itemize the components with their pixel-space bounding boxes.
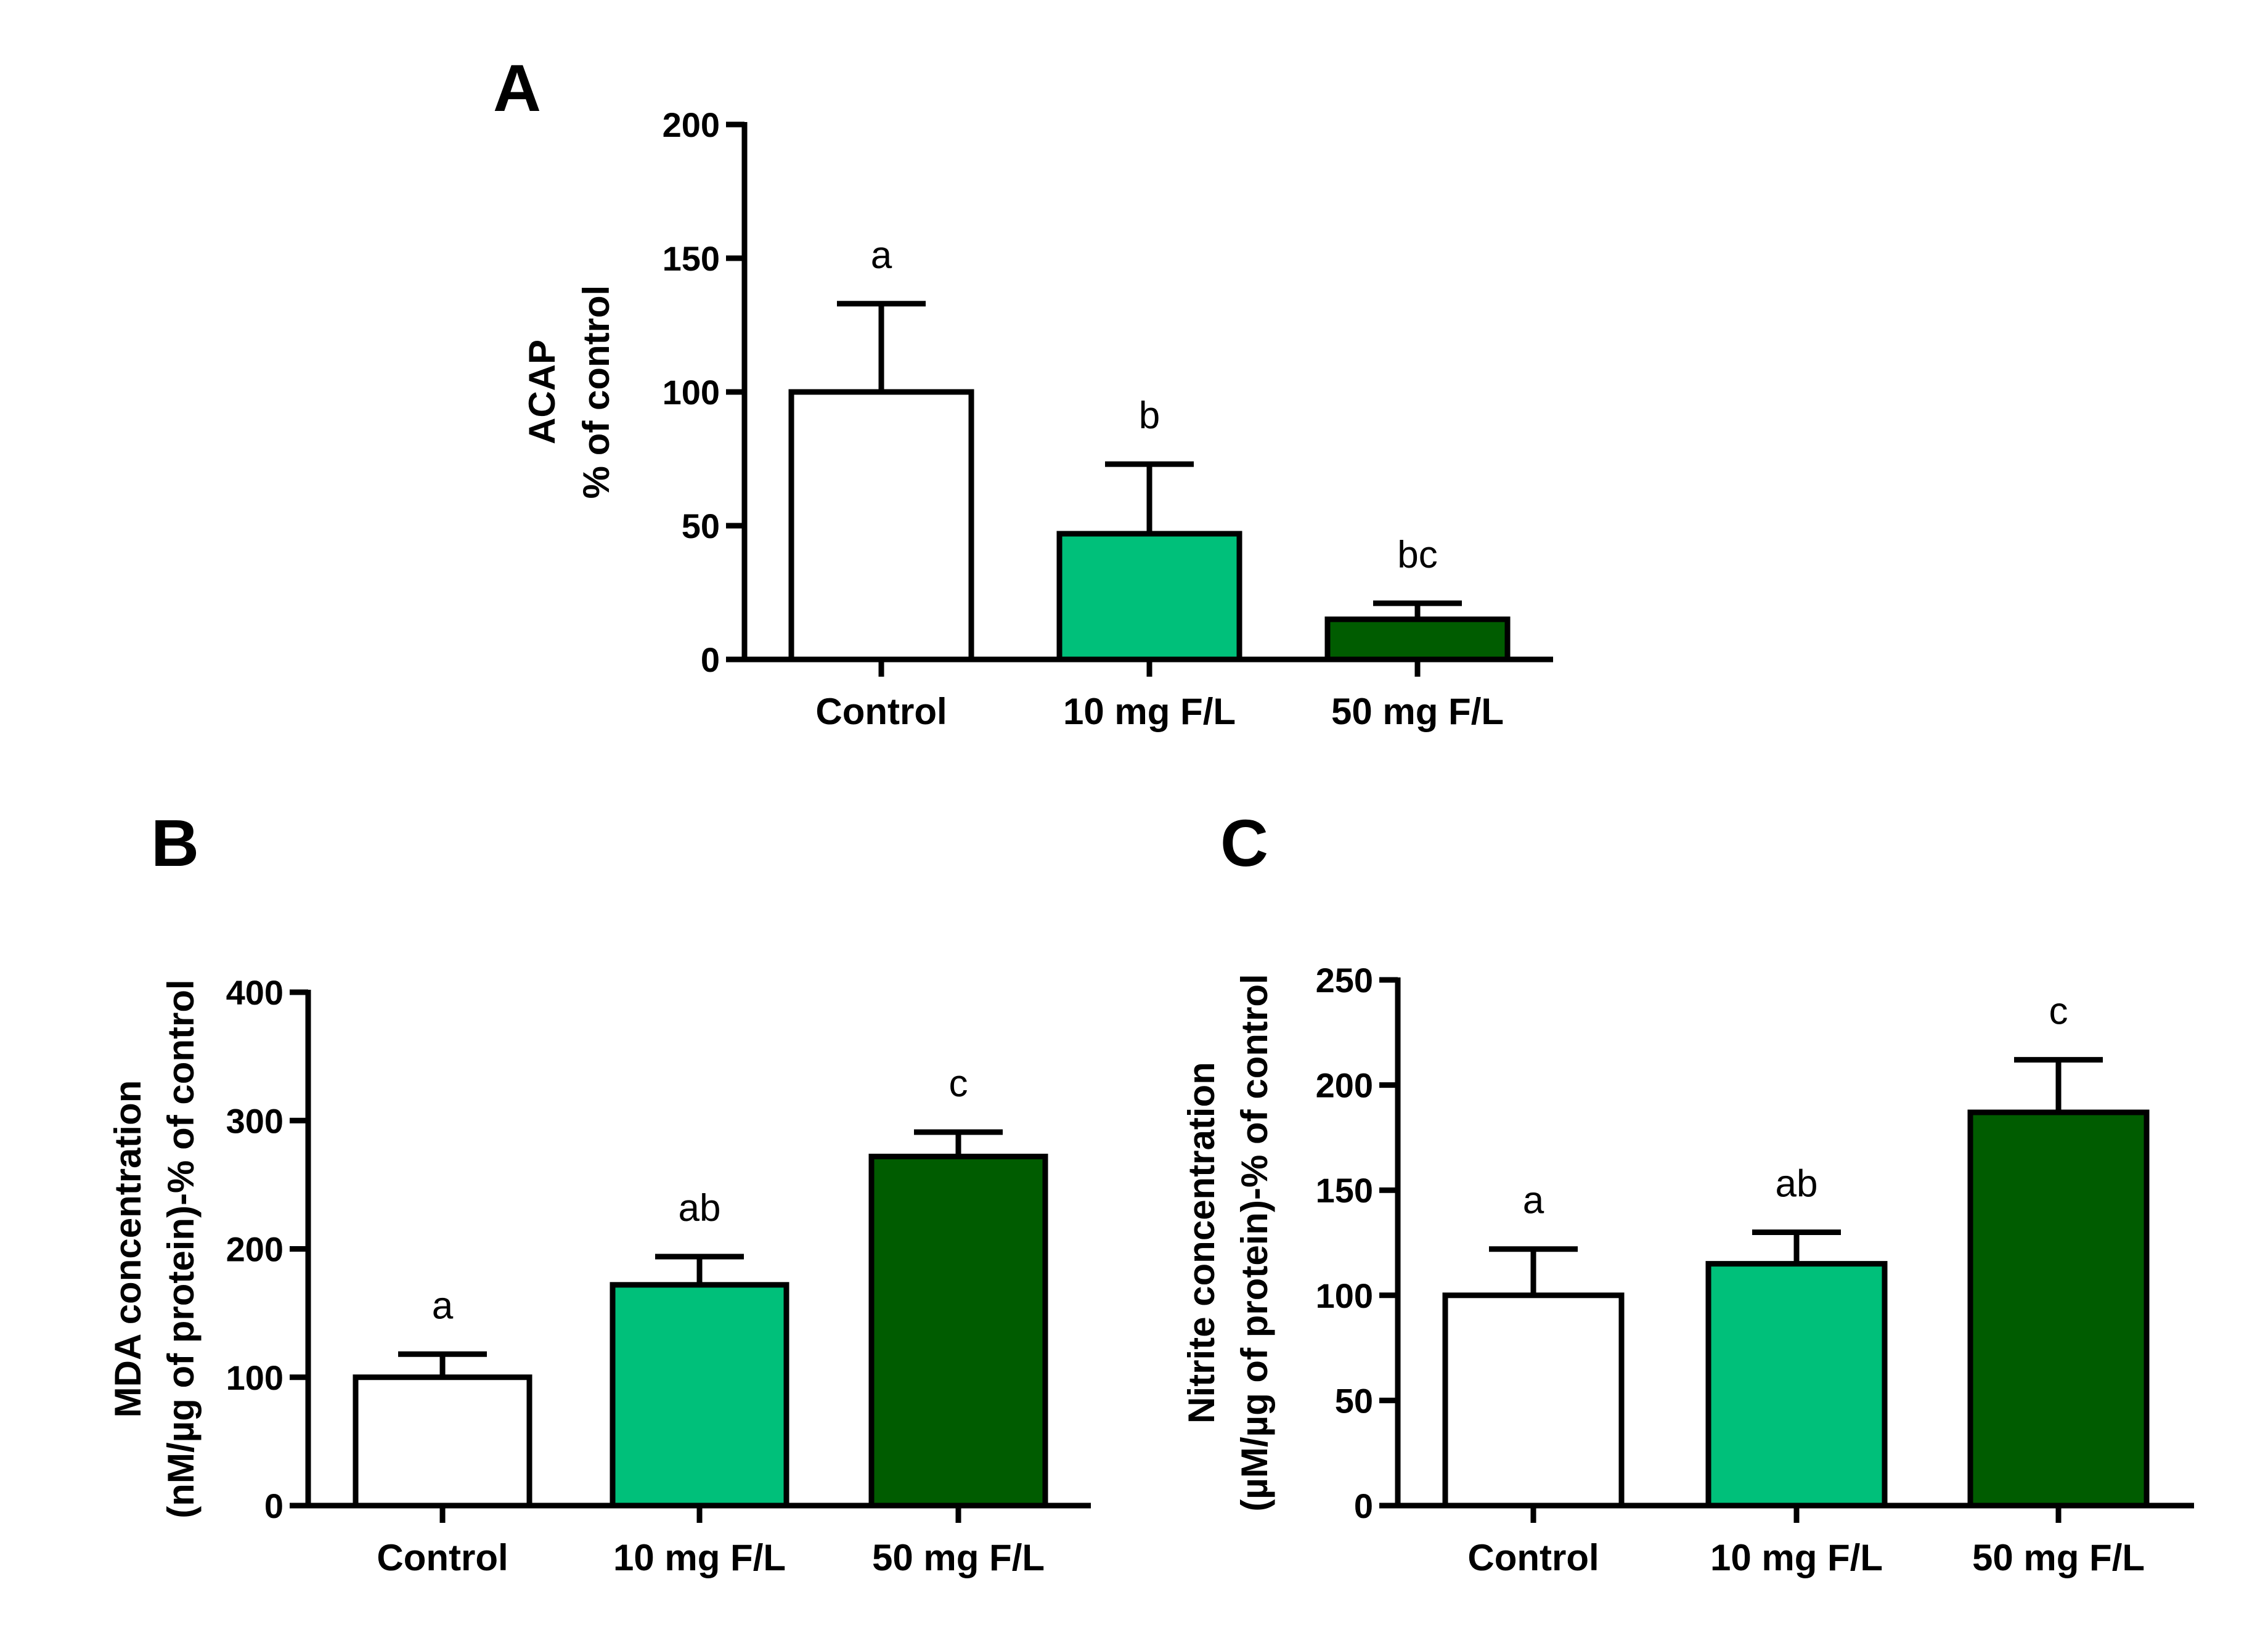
significance-letter-a-1: b [1139, 394, 1160, 437]
category-label-b-1: 10 mg F/L [613, 1537, 786, 1578]
bar-b-1 [610, 1282, 789, 1509]
bar-a-2 [1324, 616, 1511, 663]
y-tick-label-b-4: 400 [226, 973, 284, 1012]
bar-a-1 [1056, 531, 1242, 663]
significance-letter-b-1: ab [679, 1187, 721, 1229]
y-axis-label-c-1: (µM/µg of protein)-% of control [1234, 974, 1275, 1511]
bar-b-0 [353, 1374, 532, 1509]
y-tick-label-c-4: 200 [1316, 1066, 1373, 1105]
bar-c-1 [1705, 1261, 1888, 1509]
y-tick-label-b-0: 0 [264, 1486, 284, 1525]
category-label-b-2: 50 mg F/L [872, 1537, 1045, 1578]
significance-letter-a-2: bc [1397, 534, 1437, 576]
significance-letter-a-0: a [871, 234, 892, 277]
category-label-a-1: 10 mg F/L [1063, 691, 1236, 732]
y-tick-label-c-3: 150 [1316, 1171, 1373, 1210]
y-tick-label-b-2: 200 [226, 1230, 284, 1269]
bar-b-2 [868, 1154, 1048, 1509]
category-label-c-1: 10 mg F/L [1710, 1537, 1883, 1578]
y-tick-label-c-0: 0 [1354, 1486, 1373, 1525]
significance-letter-b-0: a [432, 1284, 454, 1327]
category-label-a-0: Control [815, 691, 947, 732]
category-label-a-2: 50 mg F/L [1331, 691, 1504, 732]
significance-letter-b-2: c [949, 1062, 968, 1105]
y-tick-label-b-3: 300 [226, 1101, 284, 1140]
panel-b: B a ab c 0 100 200 300 400 Control 10 mg F/L 50 mg… [107, 805, 1091, 1578]
category-label-c-0: Control [1467, 1537, 1599, 1578]
panel-letter-a: A [493, 51, 541, 125]
y-tick-label-c-5: 250 [1316, 961, 1373, 1000]
significance-letter-c-0: a [1523, 1180, 1544, 1222]
y-axis-label-b-1: (nM/µg of protein)-% of control [160, 979, 202, 1518]
significance-letter-c-1: ab [1776, 1162, 1818, 1205]
panel-c: C a ab c 0 50 100 150 200 250 Control 10 mg F/L 50 … [1181, 805, 2194, 1578]
y-tick-label-c-2: 100 [1316, 1276, 1373, 1315]
panel-a: A a b bc 0 50 100 150 200 Control 10 mg F/L 50 mg … [493, 51, 1553, 732]
category-label-b-0: Control [377, 1537, 508, 1578]
y-tick-label-b-1: 100 [226, 1358, 284, 1397]
y-axis-label-a-0: ACAP [521, 340, 563, 444]
y-tick-label-a-4: 200 [663, 105, 720, 144]
bar-a-0 [788, 389, 974, 663]
bar-c-2 [1967, 1109, 2150, 1509]
panel-letter-b: B [151, 805, 199, 880]
significance-letter-c-2: c [2049, 990, 2068, 1033]
y-tick-label-c-1: 50 [1335, 1381, 1373, 1420]
category-label-c-2: 50 mg F/L [1972, 1537, 2145, 1578]
y-axis-label-c-0: Nitrite concentration [1181, 1062, 1222, 1424]
y-tick-label-a-1: 50 [682, 507, 720, 545]
bar-c-0 [1442, 1292, 1625, 1509]
y-axis-label-b-0: MDA concentration [107, 1080, 149, 1418]
y-tick-label-a-3: 150 [663, 239, 720, 278]
panel-letter-c: C [1220, 805, 1268, 880]
y-tick-label-a-0: 0 [701, 640, 720, 679]
y-axis-label-a-1: % of control [576, 285, 617, 499]
y-tick-label-a-2: 100 [663, 373, 720, 412]
